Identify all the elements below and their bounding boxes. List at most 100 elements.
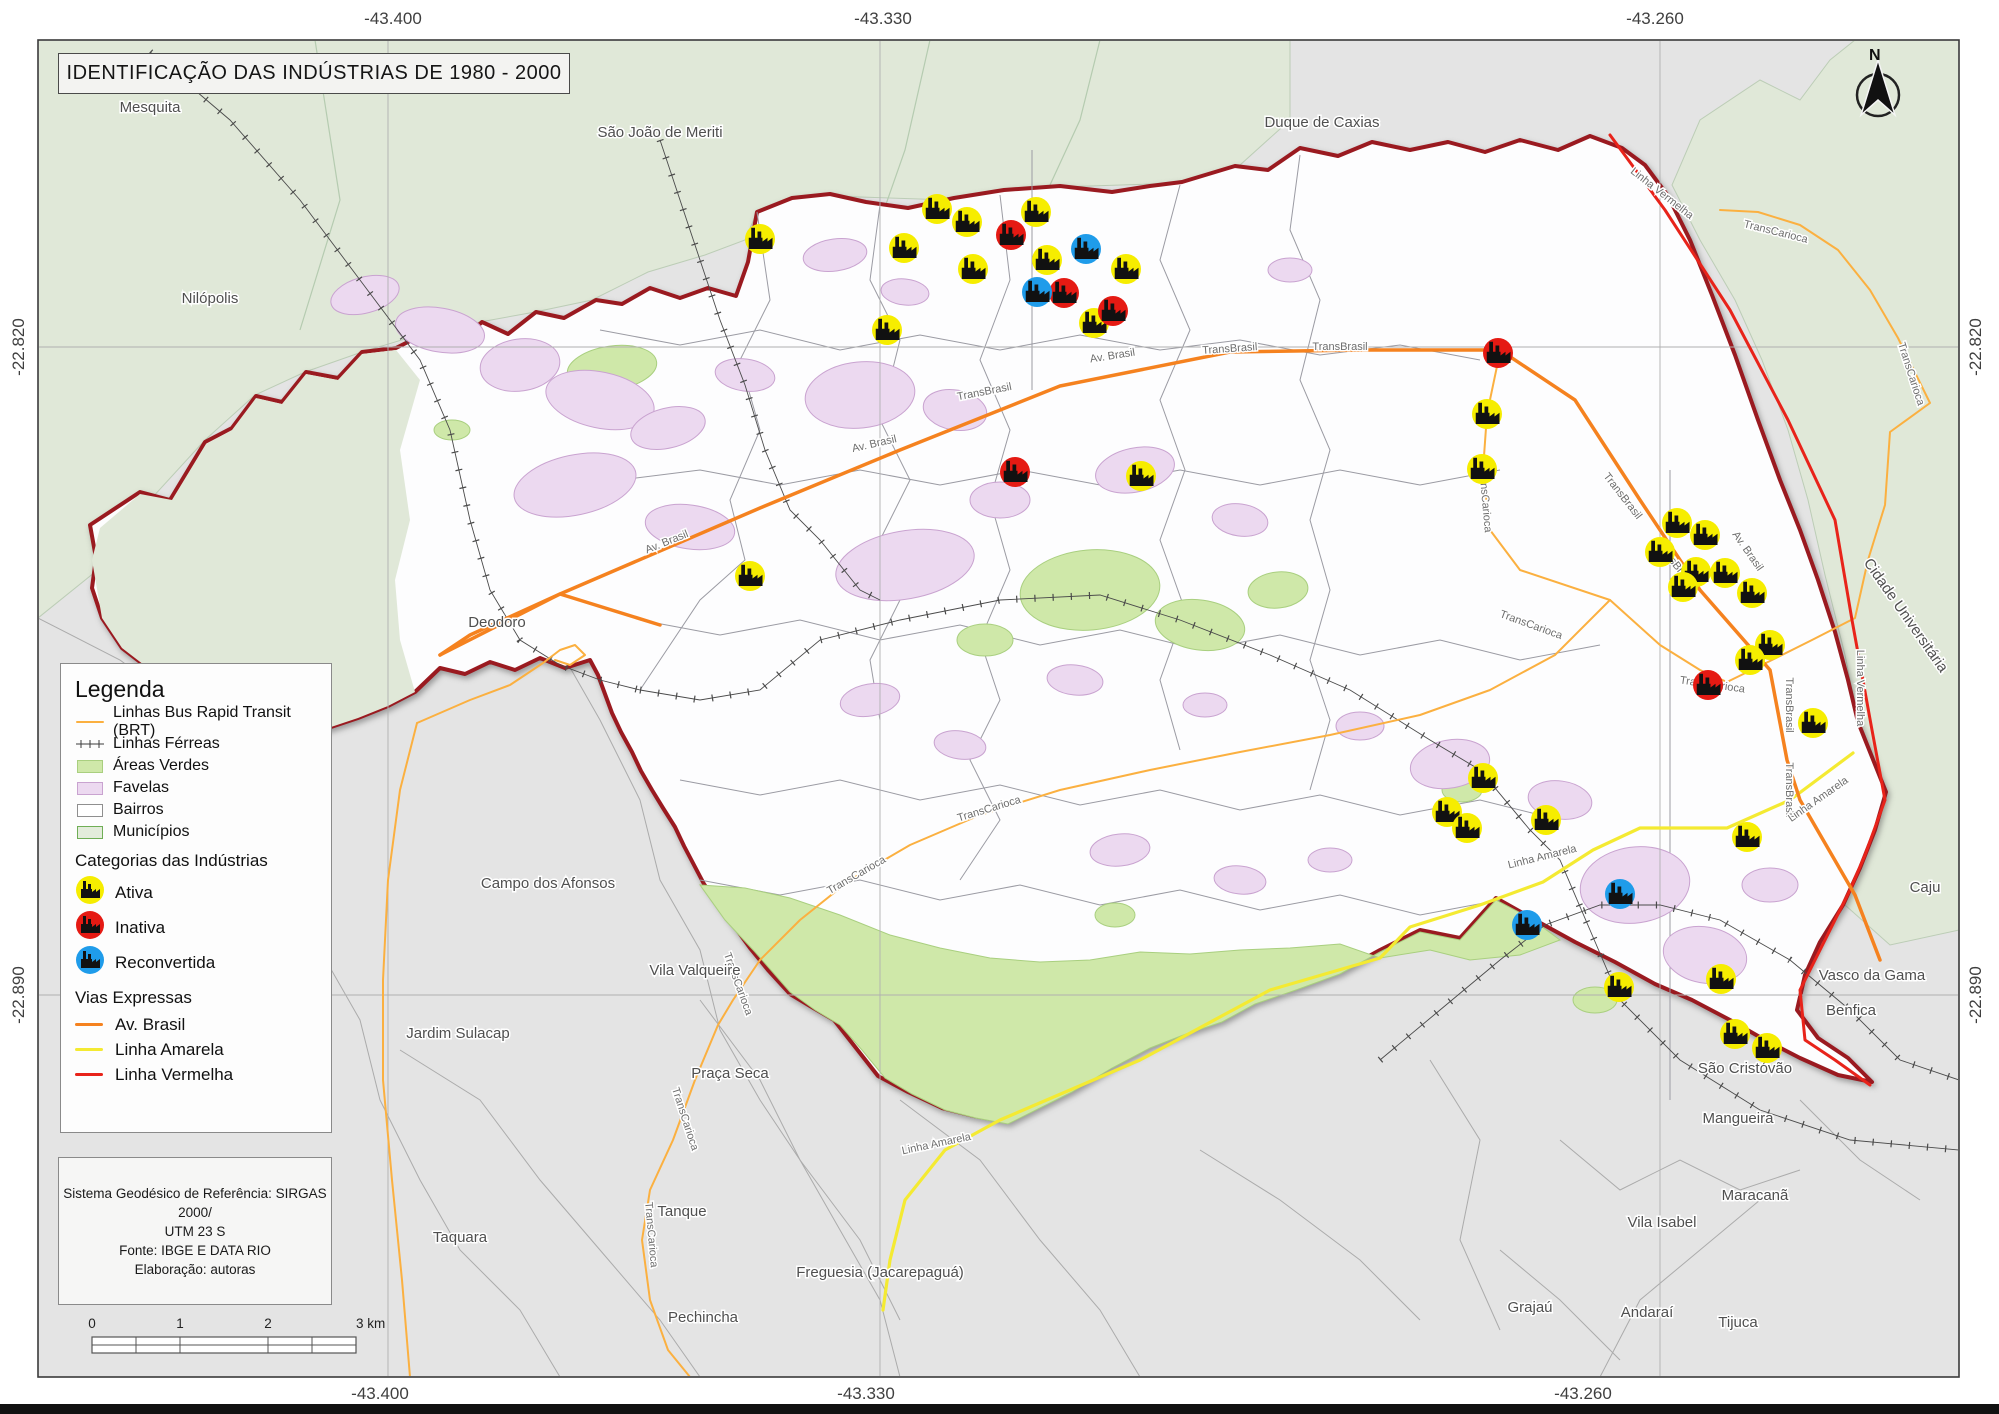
legend-category-label: Ativa <box>115 882 153 902</box>
place-label: Pechincha <box>668 1309 739 1326</box>
legend-title: Legenda <box>75 676 165 702</box>
legend-category-label: Inativa <box>115 917 166 937</box>
road-label: TransBrasil <box>1783 762 1795 817</box>
scale-bar-tick-label: 3 km <box>356 1316 385 1331</box>
legend-vias: Av. Brasil Linha Amarela Linha Vermelha <box>75 1012 321 1087</box>
place-label: Deodoro <box>468 614 526 631</box>
legend-item-label: Favelas <box>113 779 170 796</box>
place-label: Campo dos Afonsos <box>481 875 615 892</box>
place-label: Benfica <box>1826 1002 1877 1019</box>
railway-swatch-icon <box>75 738 105 750</box>
place-label: Jardim Sulacap <box>406 1025 509 1042</box>
place-label: Mangueira <box>1703 1110 1775 1127</box>
map-title: IDENTIFICAÇÃO DAS INDÚSTRIAS DE 1980 - 2… <box>66 62 562 84</box>
marker-industria-ativa <box>1604 972 1634 1002</box>
legend-vias-title: Vias Expressas <box>75 988 192 1007</box>
credits-line4: Elaboração: autoras <box>134 1261 256 1277</box>
marker-industria-ativa <box>1032 245 1062 275</box>
legend-via-label: Linha Vermelha <box>115 1064 234 1084</box>
marker-industria-inativa <box>1693 670 1723 700</box>
marker-industria-ativa <box>922 194 952 224</box>
marker-industria-ativa <box>1126 461 1156 491</box>
brt-line-swatch-icon <box>75 721 105 723</box>
road-av-brasil <box>438 348 1882 962</box>
longitude-label-bottom: -43.330 <box>837 1384 895 1403</box>
place-label: Grajaú <box>1507 1299 1552 1316</box>
latitude-label-left: -22.820 <box>9 318 28 376</box>
brt-west <box>382 722 418 1376</box>
marker-industria-ativa <box>1467 454 1497 484</box>
place-label: Tijuca <box>1718 1314 1758 1331</box>
industry-marker-icon <box>75 875 105 910</box>
legend-categories: Ativa Inativa Reconvertida <box>75 875 321 980</box>
place-label: Tanque <box>657 1203 706 1220</box>
marker-industria-ativa <box>1111 254 1141 284</box>
place-label: Vila Isabel <box>1628 1214 1697 1231</box>
marker-industria-ativa <box>1531 805 1561 835</box>
latitude-label-right: -22.820 <box>1966 318 1985 376</box>
legend-item-label: Áreas Verdes <box>113 757 210 774</box>
scale-bar-tick-label: 2 <box>264 1316 272 1331</box>
marker-industria-reconvertida <box>1022 277 1052 307</box>
latitude-label-right: -22.890 <box>1966 966 1985 1024</box>
road-line-swatch-icon <box>75 1022 105 1027</box>
legend-categories-title: Categorias das Indústrias <box>75 851 268 870</box>
legend-item-label: Linhas Férreas <box>113 735 220 752</box>
marker-industria-ativa <box>1645 537 1675 567</box>
area-swatch-icon <box>75 825 105 839</box>
industry-marker-icon <box>75 945 105 980</box>
marker-industria-ativa <box>1735 645 1765 675</box>
legend-category-ativa: Ativa <box>75 875 321 910</box>
marker-industria-reconvertida <box>1071 234 1101 264</box>
road-line-swatch-icon <box>75 1072 105 1077</box>
legend-items: Linhas Bus Rapid Transit (BRT) Linhas Fér… <box>75 704 321 843</box>
legend-via-label: Linha Amarela <box>115 1039 224 1059</box>
legend-item-1: Linhas Férreas <box>75 733 321 755</box>
latitude-label-left: -22.890 <box>9 966 28 1024</box>
legend-item-4: Bairros <box>75 799 321 821</box>
marker-industria-ativa <box>1021 197 1051 227</box>
legend-item-2: Áreas Verdes <box>75 755 321 777</box>
marker-industria-ativa <box>1472 399 1502 429</box>
longitude-label-bottom: -43.400 <box>351 1384 409 1403</box>
place-label: Freguesia (Jacarepaguá) <box>796 1264 964 1281</box>
place-label: Mesquita <box>120 99 182 116</box>
credits-line3: Fonte: IBGE E DATA RIO <box>119 1242 271 1258</box>
legend-item-0: Linhas Bus Rapid Transit (BRT) <box>75 704 321 739</box>
place-label: São João de Meriti <box>597 124 722 141</box>
longitude-label-top: -43.330 <box>854 9 912 28</box>
legend: Legenda Linhas Bus Rapid Transit (BRT) Li… <box>60 663 332 1133</box>
credits-line2: UTM 23 S <box>164 1223 226 1239</box>
bottom-strip <box>0 1404 1999 1414</box>
marker-industria-ativa <box>1662 508 1692 538</box>
marker-industria-ativa <box>1452 813 1482 843</box>
longitude-label-top: -43.400 <box>364 9 422 28</box>
marker-industria-ativa <box>1732 822 1762 852</box>
marker-industria-ativa <box>958 254 988 284</box>
marker-industria-ativa <box>1737 578 1767 608</box>
legend-item-label: Municípios <box>113 823 190 840</box>
place-label: Vila Valqueire <box>649 962 740 979</box>
marker-industria-inativa <box>1098 296 1128 326</box>
longitude-label-top: -43.260 <box>1626 9 1684 28</box>
place-label: Nilópolis <box>182 290 239 307</box>
legend-via-0: Av. Brasil <box>75 1012 321 1037</box>
marker-industria-reconvertida <box>1512 910 1542 940</box>
credits-box: Sistema Geodésico de Referência: SIRGAS … <box>58 1157 332 1305</box>
marker-industria-ativa <box>1798 708 1828 738</box>
place-label: Vasco da Gama <box>1819 967 1926 984</box>
legend-category-reconvertida: Reconvertida <box>75 945 321 980</box>
marker-industria-ativa <box>1710 558 1740 588</box>
brt-transcarioca <box>641 209 1931 1376</box>
road-line-swatch-icon <box>75 1047 105 1052</box>
place-label: Taquara <box>433 1229 488 1246</box>
road-label: TransBrasil <box>1312 341 1367 353</box>
longitude-label-bottom: -43.260 <box>1554 1384 1612 1403</box>
marker-industria-ativa <box>1468 763 1498 793</box>
industry-marker-icon <box>75 910 105 945</box>
place-label: Maracanã <box>1722 1187 1789 1204</box>
place-label: São Cristóvão <box>1698 1060 1792 1077</box>
